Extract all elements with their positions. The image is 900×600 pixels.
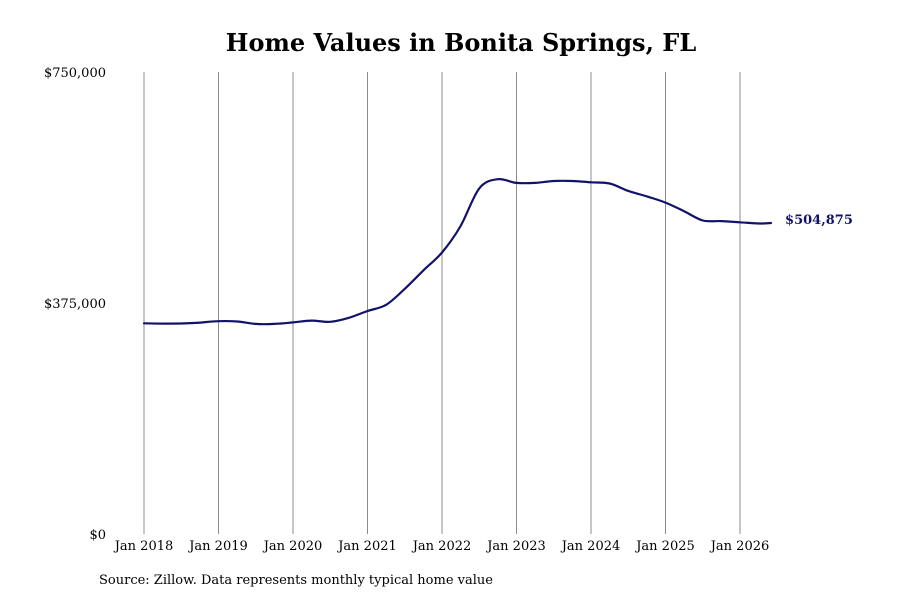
- x-tick-label: Jan 2024: [560, 539, 621, 554]
- y-axis: $0 $375,000 $750,000: [44, 66, 106, 543]
- series-group: $504,875: [142, 177, 853, 326]
- end-value-label: $504,875: [785, 213, 853, 228]
- x-tick-label: Jan 2022: [411, 539, 472, 554]
- series-line: [142, 177, 773, 326]
- x-tick-label: Jan 2020: [262, 539, 323, 554]
- x-tick-label: Jan 2023: [485, 539, 546, 554]
- chart-title: Home Values in Bonita Springs, FL: [226, 28, 697, 57]
- x-tick-label: Jan 2019: [187, 539, 248, 554]
- x-tick-label: Jan 2018: [113, 539, 174, 554]
- x-tick-label: Jan 2021: [336, 539, 397, 554]
- x-tick-label: Jan 2025: [634, 539, 695, 554]
- x-axis: Jan 2018 Jan 2019 Jan 2020 Jan 2021 Jan 2022…: [113, 539, 770, 554]
- x-tick-label: Jan 2026: [709, 539, 770, 554]
- source-note: Source: Zillow. Data represents monthly …: [99, 573, 493, 588]
- y-tick-label: $375,000: [44, 297, 106, 312]
- vertical-gridlines: [143, 72, 741, 534]
- y-tick-label: $750,000: [44, 66, 106, 81]
- y-tick-label: $0: [89, 528, 106, 543]
